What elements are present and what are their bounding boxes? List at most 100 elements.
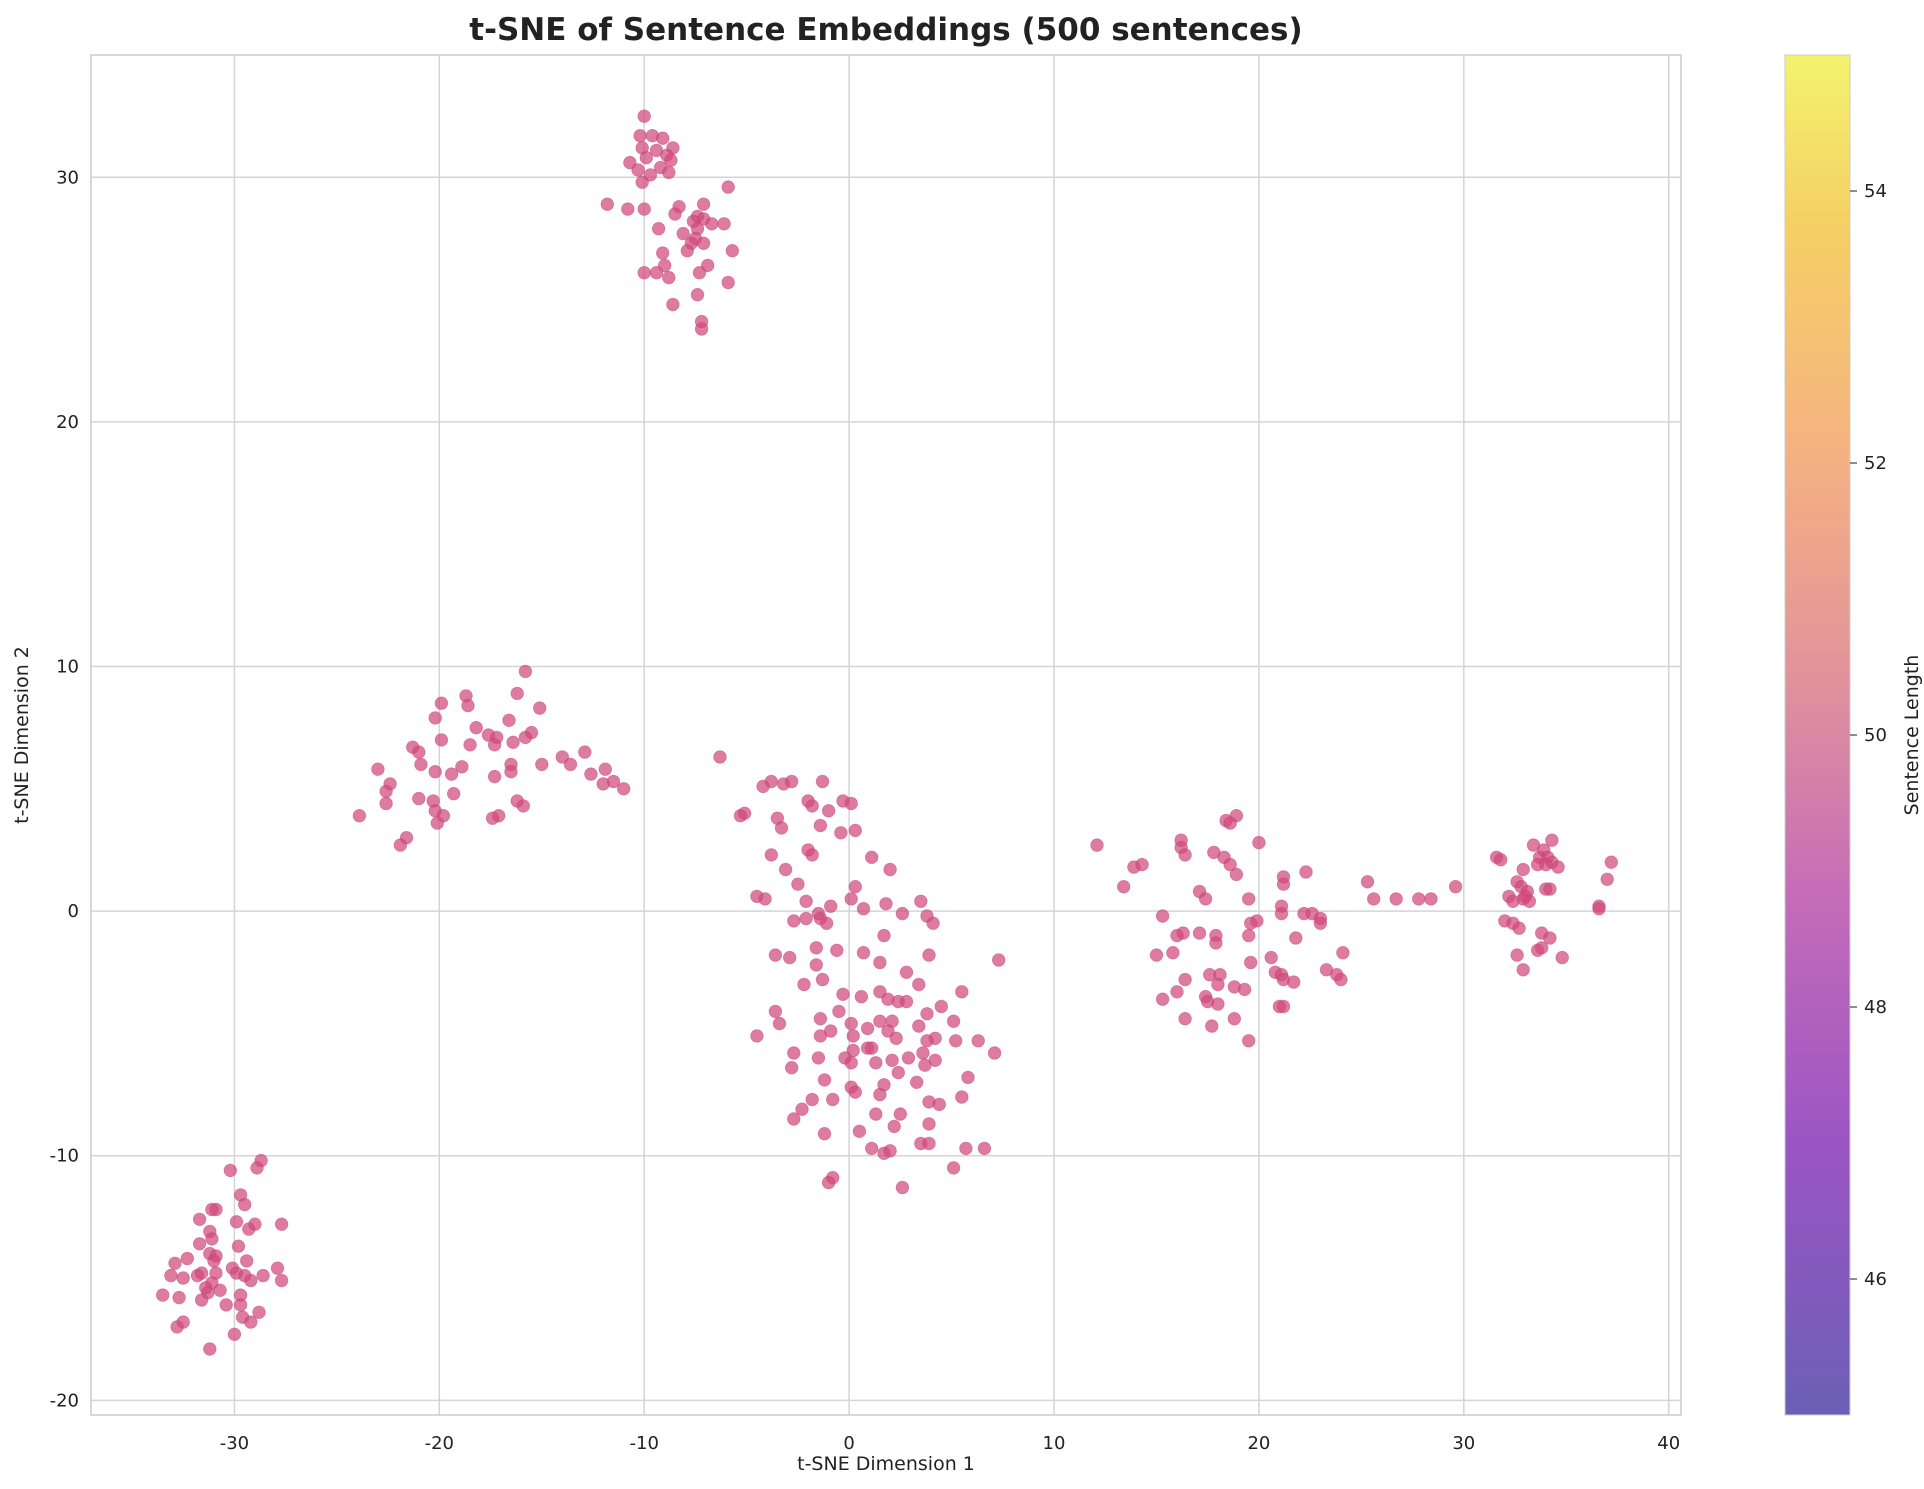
data-point	[856, 946, 871, 960]
data-point	[393, 838, 408, 852]
data-point	[1534, 941, 1549, 955]
data-point	[873, 1087, 887, 1102]
data-point	[918, 1058, 932, 1072]
colorbar-tick-label: 54	[1864, 181, 1887, 202]
data-point	[563, 757, 578, 772]
data-point	[172, 1290, 186, 1305]
grid-lines	[91, 55, 1681, 1415]
colorbar-tick-labels: 46 48 50 52 54	[1850, 181, 1887, 1290]
data-point	[879, 897, 893, 911]
data-point	[926, 916, 940, 931]
data-point	[813, 1012, 828, 1026]
data-point	[164, 1268, 178, 1283]
data-point	[1241, 928, 1256, 943]
data-point	[596, 777, 610, 791]
data-point	[813, 818, 828, 833]
data-point	[883, 862, 897, 877]
colorbar-tick-label: 48	[1864, 997, 1887, 1018]
x-tick-label: -30	[220, 1433, 249, 1454]
data-point	[848, 1085, 863, 1099]
data-point	[155, 1288, 170, 1302]
data-point	[696, 197, 711, 211]
data-point	[233, 1298, 248, 1312]
data-point	[805, 1092, 819, 1107]
colorbar-tick-label: 50	[1864, 725, 1887, 746]
data-point	[946, 1161, 961, 1175]
data-point	[412, 791, 426, 806]
data-point	[1366, 892, 1381, 906]
data-point	[428, 711, 442, 725]
data-point	[1493, 853, 1508, 867]
data-point	[447, 787, 461, 801]
data-point	[797, 977, 811, 992]
data-point	[865, 850, 879, 865]
data-point	[504, 765, 518, 779]
data-point	[487, 769, 502, 784]
data-point	[1592, 902, 1606, 916]
x-tick-label: 0	[843, 1433, 854, 1454]
data-point	[414, 757, 428, 772]
x-tick-label: 40	[1657, 1433, 1680, 1454]
data-point	[600, 197, 615, 211]
data-point	[844, 1016, 858, 1031]
data-point	[518, 730, 533, 745]
data-point	[817, 1126, 832, 1141]
data-point	[764, 848, 779, 862]
data-point	[1604, 855, 1619, 869]
data-point	[662, 165, 676, 180]
data-points	[155, 109, 1619, 1356]
data-point	[834, 826, 848, 840]
data-point	[516, 799, 531, 813]
data-point	[237, 1197, 252, 1212]
data-point	[705, 217, 719, 231]
data-point	[815, 972, 830, 987]
data-point	[518, 664, 533, 679]
data-point	[194, 1266, 209, 1280]
data-point	[1227, 1012, 1242, 1026]
data-point	[1518, 889, 1533, 904]
x-tick-label: -20	[425, 1433, 454, 1454]
data-point	[920, 1034, 934, 1048]
data-point	[256, 1268, 270, 1283]
data-point	[934, 999, 949, 1014]
data-point	[1545, 833, 1559, 847]
data-point	[649, 266, 664, 280]
data-point	[821, 804, 836, 818]
data-point	[1539, 857, 1553, 872]
data-point	[461, 698, 475, 713]
data-point	[631, 163, 645, 177]
data-point	[830, 943, 844, 958]
data-point	[1411, 892, 1426, 906]
data-point	[891, 1065, 906, 1080]
data-point	[1516, 862, 1530, 877]
data-point	[877, 928, 891, 943]
data-point	[1211, 977, 1225, 992]
data-point	[205, 1232, 219, 1246]
data-point	[713, 750, 727, 764]
data-point	[176, 1271, 190, 1285]
data-point	[227, 1327, 242, 1342]
data-point	[207, 1254, 221, 1268]
y-tick-label: -20	[50, 1390, 79, 1411]
data-point	[772, 1016, 787, 1031]
data-point	[1555, 950, 1569, 965]
data-point	[885, 1053, 899, 1068]
data-point	[785, 774, 799, 789]
data-point	[244, 1273, 258, 1288]
data-point	[242, 1222, 256, 1236]
data-point	[819, 916, 834, 931]
data-point	[584, 767, 598, 781]
data-point	[637, 202, 651, 216]
data-point	[510, 686, 524, 701]
data-point	[676, 226, 690, 241]
data-point	[961, 1070, 975, 1085]
data-point	[1241, 892, 1256, 906]
data-point	[213, 1283, 227, 1298]
data-point	[1510, 948, 1524, 962]
data-point	[231, 1239, 246, 1253]
data-point	[737, 806, 752, 821]
y-tick-label: 10	[56, 657, 79, 678]
plot-area-frame	[90, 54, 1682, 1416]
data-point	[778, 862, 793, 877]
